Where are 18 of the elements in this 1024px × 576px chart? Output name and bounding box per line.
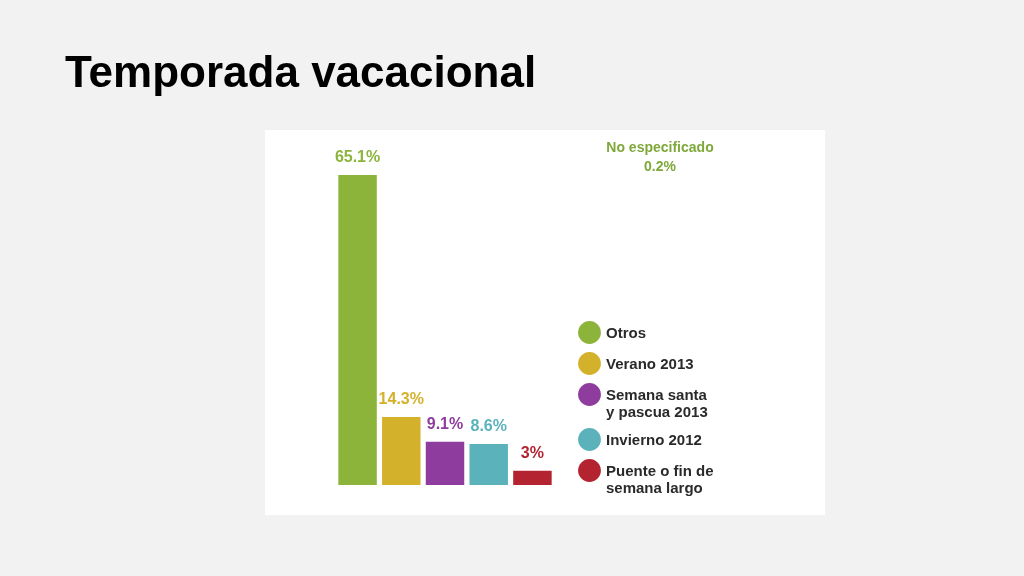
bar xyxy=(425,441,465,485)
data-label: 9.1% xyxy=(426,414,464,432)
data-label: 65.1% xyxy=(334,148,381,165)
data-label: 8.6% xyxy=(470,417,507,435)
data-label: 3% xyxy=(520,443,544,461)
legend-label: Invierno 2012 xyxy=(606,430,702,448)
bar xyxy=(338,175,377,485)
bar xyxy=(469,444,508,485)
legend-label: Puente o fin de semana largo xyxy=(606,461,714,496)
bar xyxy=(513,470,552,485)
text: 0.2% xyxy=(644,158,677,174)
legend-label: Otros xyxy=(606,323,647,341)
legend-label: Verano 2013 xyxy=(606,354,694,372)
data-label: 14.3% xyxy=(378,389,424,407)
text: No especificado xyxy=(606,139,714,155)
legend-label: Semana santa y pascua 2013 xyxy=(606,385,708,420)
chart-title: Temporada vacacional xyxy=(65,47,537,96)
bar xyxy=(382,416,421,485)
